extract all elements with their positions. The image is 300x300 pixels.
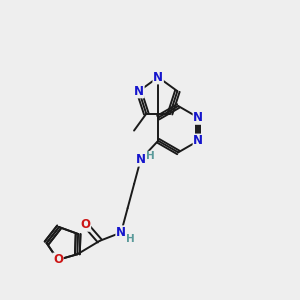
Text: O: O: [53, 253, 63, 266]
Text: N: N: [193, 134, 203, 147]
Text: N: N: [136, 153, 146, 166]
Text: H: H: [126, 234, 134, 244]
Text: O: O: [80, 218, 90, 231]
Text: H: H: [146, 152, 154, 161]
Text: N: N: [134, 85, 144, 98]
Text: N: N: [153, 71, 163, 84]
Text: N: N: [193, 111, 203, 124]
Text: N: N: [116, 226, 126, 239]
